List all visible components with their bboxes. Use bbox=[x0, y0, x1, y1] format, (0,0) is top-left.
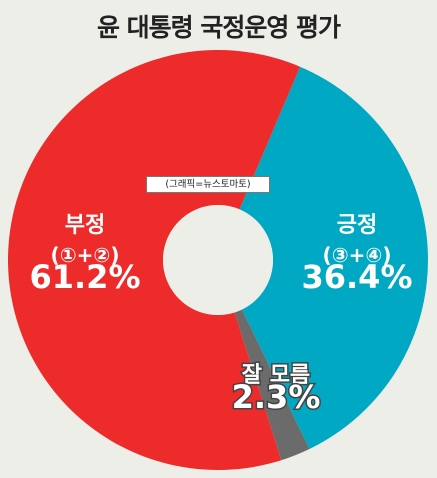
slice-0-value-label: 36.4% bbox=[301, 258, 412, 296]
chart-title: 윤 대통령 국정운영 평가 bbox=[96, 13, 341, 42]
slice-1-value-label: 2.3% bbox=[232, 378, 321, 416]
slice-1 bbox=[234, 309, 310, 461]
slices-group bbox=[8, 50, 429, 471]
labels-group: 긍정 (③+④)36.4% 잘 모름2.3% 부정 (①+②)61.2% bbox=[29, 213, 412, 418]
slice-0-name-label: 긍정 bbox=[337, 213, 377, 238]
slice-2 bbox=[8, 50, 301, 471]
slice-0 bbox=[239, 66, 429, 450]
slice-1-name-label: 잘 모름 bbox=[242, 363, 310, 388]
slice-2-name-label: 부정 bbox=[65, 213, 105, 238]
graphic-credit: (그래픽=뉴스토마토) bbox=[146, 176, 270, 193]
slice-2-sublabel-label: (①+②) bbox=[51, 243, 120, 267]
donut-hole bbox=[163, 205, 273, 315]
slice-0-sublabel-label: (③+④) bbox=[323, 243, 392, 267]
slice-2-value-label: 61.2% bbox=[29, 258, 140, 296]
